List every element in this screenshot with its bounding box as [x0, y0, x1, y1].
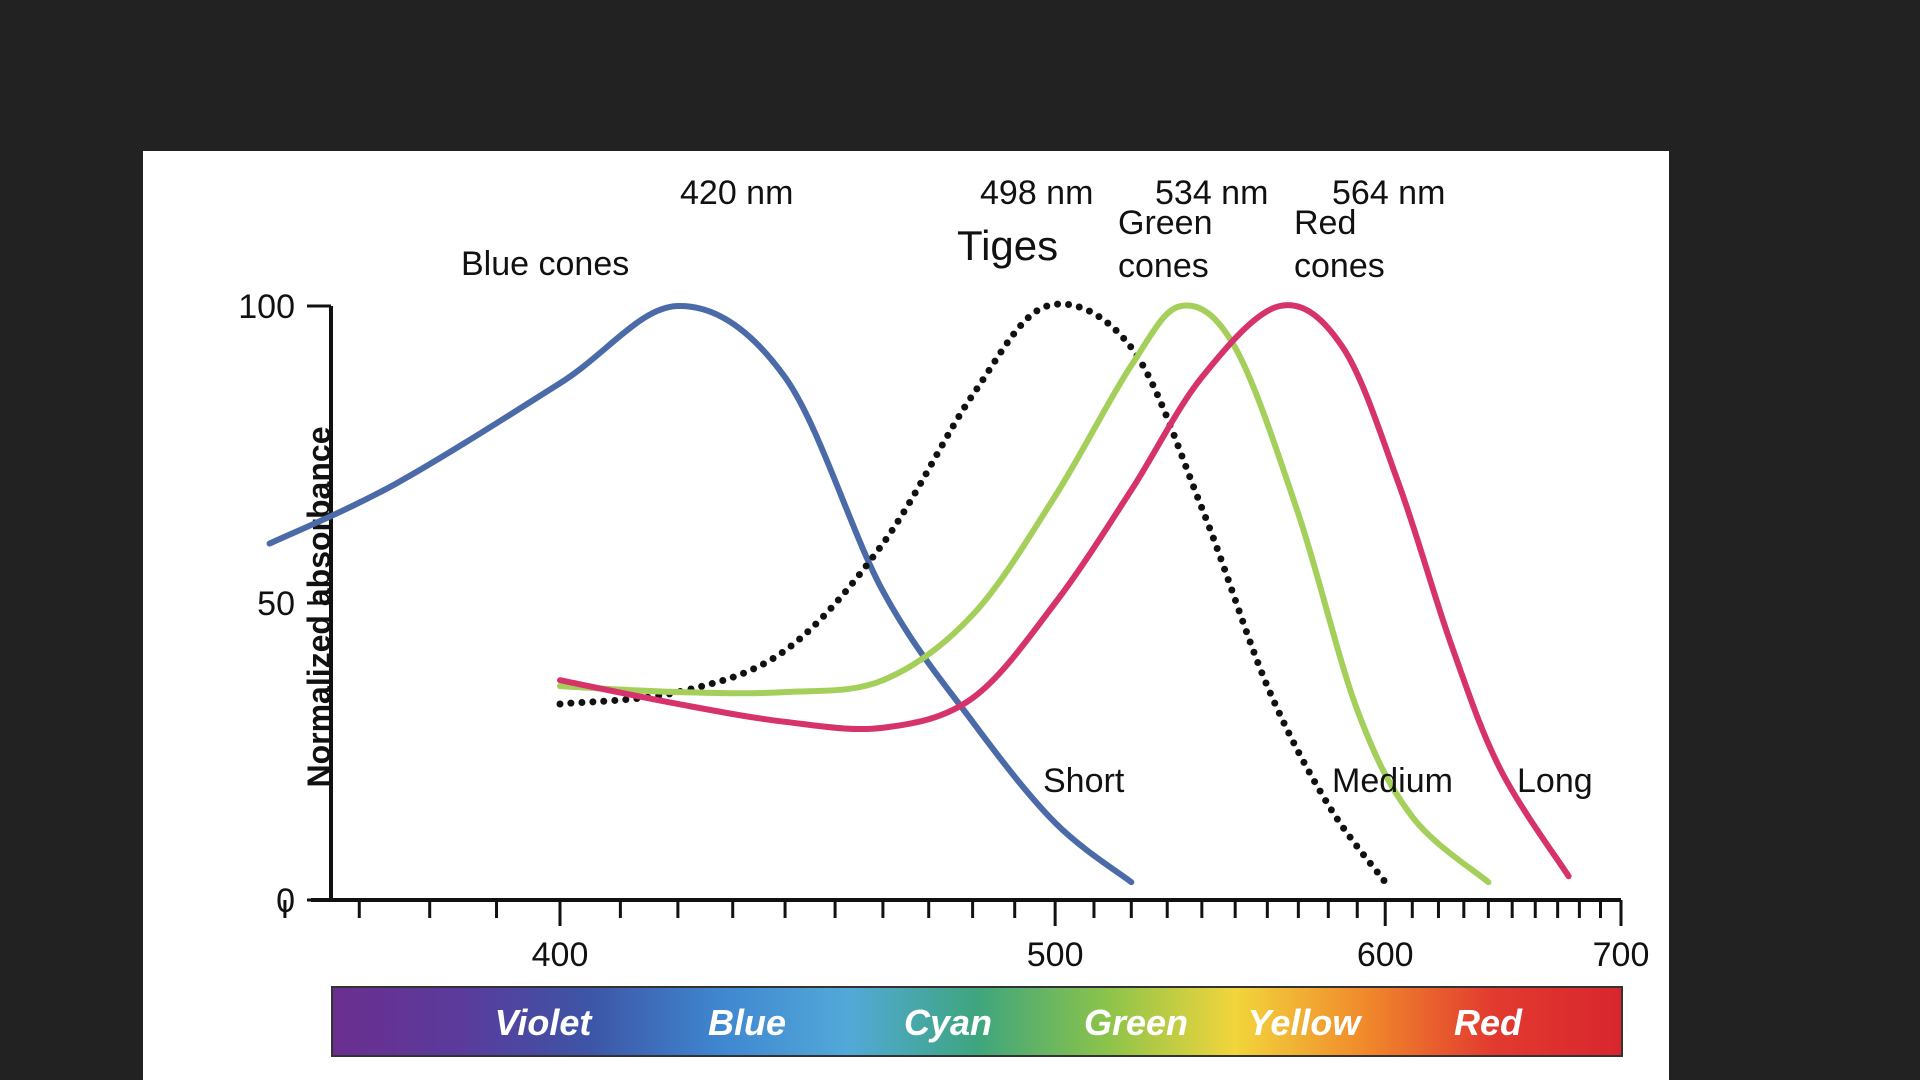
peak-label: 564 nm [1332, 174, 1445, 212]
y-tick-label: 100 [238, 288, 295, 326]
series-label-green-cones: Green [1118, 204, 1213, 242]
series-line-blue-cones [266, 302, 1135, 886]
x-tick-label: 700 [1593, 936, 1650, 974]
annotations: 420 nm 498 nm 534 nm 564 nm Blue cones Tiges G… [461, 174, 1593, 800]
end-label-short: Short [1043, 762, 1125, 800]
spectrum-label-green: Green [1084, 1002, 1188, 1043]
series-line-red-cones [557, 302, 1572, 880]
curves [266, 300, 1572, 886]
spectrum-gradient [331, 986, 1623, 1057]
series-label-red-cones: cones [1294, 247, 1385, 285]
peak-label: 420 nm [680, 174, 793, 212]
x-tick-label: 400 [532, 936, 589, 974]
x-tick-label: 500 [1027, 936, 1084, 974]
absorbance-chart: Normalized absorbance 050100400500600700… [238, 174, 1649, 1057]
end-label-long: Long [1517, 762, 1593, 800]
series-label-blue-cones: Blue cones [461, 245, 629, 283]
y-tick-label: 50 [257, 585, 295, 623]
series-label-green-cones: cones [1118, 247, 1209, 285]
spectrum-label-blue: Blue [708, 1002, 786, 1043]
spectrum-label-red: Red [1454, 1002, 1523, 1043]
x-tick-label: 600 [1357, 936, 1414, 974]
series-label-tiges: Tiges [957, 222, 1058, 269]
axes: 050100400500600700 [238, 288, 1649, 974]
series-line-green-cones [557, 302, 1492, 886]
peak-label: 534 nm [1155, 174, 1268, 212]
peak-label: 498 nm [980, 174, 1093, 212]
spectrum-label-cyan: Cyan [904, 1002, 992, 1043]
series-label-red-cones: Red [1294, 204, 1356, 242]
series-line-tiges [556, 300, 1389, 886]
spectrum-label-yellow: Yellow [1248, 1002, 1363, 1043]
end-label-medium: Medium [1332, 762, 1453, 800]
spectrum-label-violet: Violet [495, 1002, 594, 1043]
spectrum-bar: Violet Blue Cyan Green Yellow Red [331, 986, 1623, 1057]
figure-panel: Normalized absorbance 050100400500600700… [143, 151, 1669, 1080]
